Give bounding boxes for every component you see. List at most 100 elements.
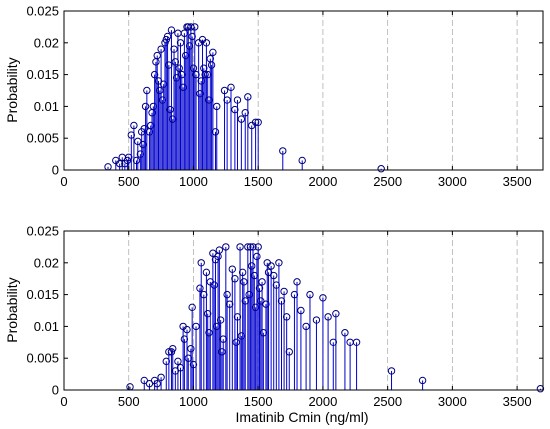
bottom-stem-marker [249,243,257,251]
bottom-stem-marker [275,259,283,267]
bottom-stem-marker [253,252,261,261]
top-stem-marker [165,61,173,69]
bottom-stem-marker [153,379,161,388]
bottom-stem-marker [329,338,337,346]
top-stem-marker [167,26,176,34]
bottom-stem-marker [176,364,185,372]
bottom-ytick-label: 0.015 [26,287,59,302]
top-xtick-label: 2500 [373,174,402,189]
top-stem-marker [139,140,147,149]
top-stem-marker [170,45,178,53]
bottom-ytick-label: 0.025 [26,224,59,239]
bottom-stem-marker [319,294,327,302]
top-ytick-label: 0.02 [34,35,59,50]
top-stem-marker [125,153,133,161]
top-stem-marker [181,51,190,60]
top-stem-marker [189,64,198,72]
top-stem-marker [188,32,196,41]
top-xtick-label: 0 [60,174,67,189]
bottom-stem-marker [169,344,177,353]
bottom-stem-marker [255,284,264,292]
bottom-stem-marker [270,271,278,280]
top-stem-marker [211,128,220,136]
bottom-xtick-label: 1000 [179,394,208,409]
top-ytick-label: 0.005 [26,131,59,146]
bottom-stem-marker [250,271,259,280]
top-stem-marker [185,42,194,50]
bottom-stem-marker [332,309,340,318]
top-xtick-label: 3500 [503,174,532,189]
top-stem-marker [251,118,260,127]
bottom-stem-marker [418,376,427,385]
top-stem-marker [209,48,217,57]
bottom-panel-xlabel: Imatinib Cmin (ng/ml) [235,409,368,425]
top-stem-marker [150,70,159,79]
top-stem-marker [130,121,138,130]
bottom-stem-marker [248,262,256,270]
bottom-stem-marker [352,338,361,346]
bottom-stem-marker [254,243,262,251]
bottom-stem-marker [171,367,180,375]
bottom-stem-marker [258,278,266,286]
top-stem-marker [178,70,186,79]
bottom-xtick-label: 1500 [244,394,273,409]
top-panel: Probability 0 500 1000 1500 2000 2500 3000 3500… [4,4,544,189]
bottom-stem-marker [180,335,189,343]
top-stem-marker [201,70,209,79]
bottom-stem-marker [215,246,224,254]
top-stem-marker [204,70,212,79]
bottom-panel: Probability Imatinib Cmin (ng/ml) 0 500 10… [4,224,545,425]
top-xtick-label: 1500 [244,174,273,189]
top-stem-marker [141,102,150,111]
top-stem-marker [127,131,136,139]
bottom-stem-marker [210,281,218,289]
bottom-stem-marker [387,367,396,375]
bottom-stem-marker [187,344,195,353]
bottom-stem-marker [262,300,270,308]
bottom-stem-marker [246,243,255,251]
bottom-stem-marker [285,348,293,356]
bottom-stem-marker [202,268,211,277]
bottom-stem-marker [272,281,281,289]
top-stem-marker [192,70,200,79]
top-stem-marker [154,77,163,85]
top-stem-marker [158,96,167,104]
top-ytick-label: 0.01 [34,99,59,114]
bottom-stem-marker [223,290,231,299]
bottom-stem-marker [241,297,249,305]
bottom-stem-marker [312,316,321,324]
top-stem-marker [180,29,189,37]
top-stem-marker [132,156,141,165]
bottom-stem-marker [237,332,246,340]
bottom-stem-marker [232,338,240,346]
bottom-stem-marker [174,357,182,366]
bottom-stem-marker [238,268,247,277]
top-ytick-label: 0.025 [26,4,59,19]
bottom-ytick-label: 0.005 [26,351,59,366]
bottom-stem-marker [251,303,260,312]
top-stem-marker [161,39,169,47]
bottom-stem-marker [188,303,196,312]
top-stem-marker [220,86,229,95]
top-stem-marker [279,147,287,155]
bottom-stem-marker [218,348,226,356]
top-stem-marker [163,32,172,41]
top-xtick-label: 1000 [179,174,208,189]
bottom-stem-marker [290,290,299,299]
bottom-stem-marker [162,357,170,366]
bottom-stem-marker [222,243,230,251]
top-stem-marker [143,86,151,95]
bottom-stem-marker [282,313,291,321]
top-stem-marker [187,23,195,31]
bottom-stem-marker [259,329,268,337]
bottom-stem-marker [236,243,244,251]
bottom-stem-marker [209,249,217,257]
top-xtick-label: 2000 [308,174,337,189]
bottom-stem-marker [244,243,252,251]
top-stem-marker [179,83,187,92]
bottom-stem-marker [341,329,349,337]
bottom-stem-marker [197,259,205,267]
top-stem-marker [162,35,170,44]
top-stem-marker [233,96,242,104]
top-stem-marker [157,45,165,53]
